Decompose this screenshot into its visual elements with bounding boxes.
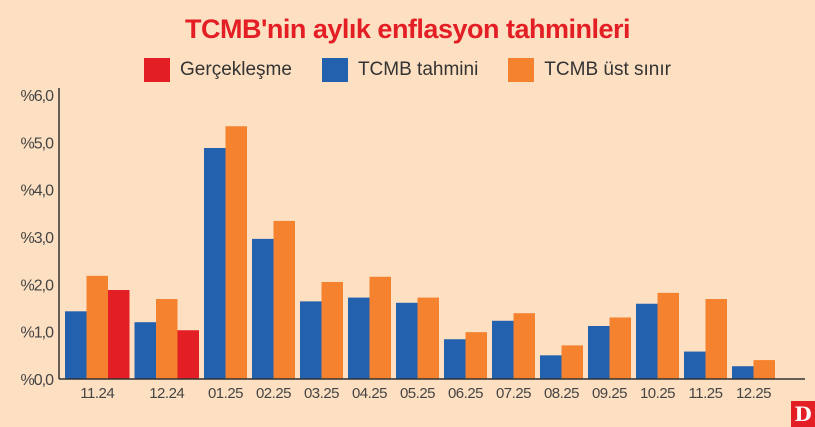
bar-tcmb-üst-sınır xyxy=(465,332,487,379)
bar-tcmb-tahmini xyxy=(684,351,706,379)
bar-tcmb-tahmini xyxy=(134,322,156,379)
bar-tcmb-tahmini xyxy=(348,297,370,379)
bar-tcmb-üst-sınır xyxy=(609,317,631,379)
bar-tcmb-üst-sınır xyxy=(705,299,727,379)
x-tick-label: 01.25 xyxy=(208,385,243,402)
bar-tcmb-üst-sınır xyxy=(657,292,679,379)
legend-item-actual: Gerçekleşme xyxy=(144,58,292,82)
bar-tcmb-tahmini xyxy=(396,302,418,379)
y-tick-label: %5,0 xyxy=(21,135,55,152)
legend-swatch-blue xyxy=(321,58,348,82)
bar-tcmb-tahmini xyxy=(444,339,466,379)
legend-label: Gerçekleşme xyxy=(180,59,292,80)
x-tick-label: 02.25 xyxy=(256,385,291,402)
legend-swatch-red xyxy=(144,58,171,82)
bar-tcmb-tahmini xyxy=(492,320,514,379)
bar-gerçekleşme xyxy=(108,290,130,379)
legend-item-upper: TCMB üst sınır xyxy=(508,58,671,82)
bar-tcmb-üst-sınır xyxy=(417,297,439,379)
y-tick-label: %0,0 xyxy=(21,372,55,389)
x-tick-label: 11.24 xyxy=(80,385,114,402)
x-tick-label: 10.25 xyxy=(640,385,675,402)
bar-tcmb-üst-sınır xyxy=(753,360,775,379)
bar-tcmb-tahmini xyxy=(252,238,274,379)
newspaper-logo: D xyxy=(791,401,815,427)
x-tick-label: 12.25 xyxy=(736,385,771,402)
y-tick-label: %4,0 xyxy=(21,183,55,200)
x-tick-label: 04.25 xyxy=(352,385,387,402)
bar-tcmb-tahmini xyxy=(204,148,226,379)
x-tick-label: 12.24 xyxy=(149,385,184,402)
bar-tcmb-tahmini xyxy=(636,303,658,379)
x-tick-label: 07.25 xyxy=(496,385,531,402)
x-tick-label: 09.25 xyxy=(592,385,627,402)
x-tick-label: 03.25 xyxy=(304,385,339,402)
legend-label: TCMB üst sınır xyxy=(544,59,671,80)
y-tick-label: %2,0 xyxy=(21,277,55,294)
bar-tcmb-üst-sınır xyxy=(561,345,583,379)
x-tick-label: 11.25 xyxy=(689,385,723,402)
y-tick-label: %1,0 xyxy=(21,325,55,342)
bar-tcmb-tahmini xyxy=(732,366,754,379)
y-tick-label: %6,0 xyxy=(21,88,55,105)
bar-tcmb-tahmini xyxy=(300,301,322,379)
bar-tcmb-üst-sınır xyxy=(86,275,108,379)
legend-item-forecast: TCMB tahmini xyxy=(321,58,479,82)
x-tick-label: 06.25 xyxy=(448,385,483,402)
bar-gerçekleşme xyxy=(177,330,199,379)
bar-tcmb-üst-sınır xyxy=(369,276,391,379)
bar-tcmb-üst-sınır xyxy=(156,299,178,379)
bar-tcmb-üst-sınır xyxy=(321,281,343,379)
y-tick-label: %3,0 xyxy=(21,230,55,247)
bar-tcmb-tahmini xyxy=(65,311,87,379)
x-tick-label: 08.25 xyxy=(544,385,579,402)
bar-tcmb-üst-sınır xyxy=(273,220,295,379)
bar-tcmb-üst-sınır xyxy=(225,126,247,380)
legend: Gerçekleşme TCMB tahmini TCMB üst sınır xyxy=(0,58,815,82)
bar-tcmb-tahmini xyxy=(588,325,610,379)
legend-label: TCMB tahmini xyxy=(357,59,479,80)
x-tick-label: 05.25 xyxy=(400,385,435,402)
bar-tcmb-üst-sınır xyxy=(513,313,535,379)
bar-tcmb-tahmini xyxy=(540,355,562,379)
legend-swatch-orange xyxy=(508,58,535,82)
chart-title: TCMB'nin aylık enflasyon tahminleri xyxy=(184,14,631,44)
